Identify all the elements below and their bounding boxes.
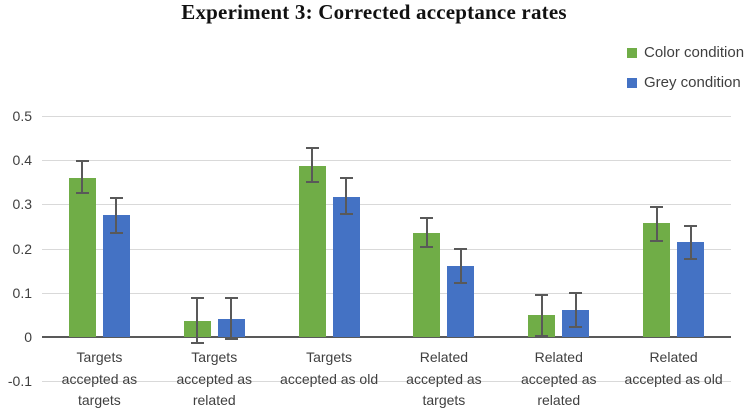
- x-category-label-line: accepted as: [406, 370, 482, 387]
- gridline: [42, 292, 731, 294]
- error-bar-top-cap: [224, 297, 238, 300]
- error-bar-line: [230, 298, 233, 339]
- y-tick-label: -0.1: [7, 373, 32, 389]
- chart-title: Experiment 3: Corrected acceptance rates: [181, 0, 567, 24]
- bar-color-condition: [298, 165, 326, 337]
- error-bar-line: [689, 225, 692, 260]
- error-bar-top-cap: [420, 217, 434, 220]
- error-bar-bottom-cap: [75, 192, 89, 195]
- x-category-label: Related accepted as old: [612, 347, 736, 390]
- error-bar-bottom-cap: [650, 239, 664, 242]
- x-category-label-line: accepted as: [521, 370, 597, 387]
- x-category-label-line: Targets: [191, 349, 238, 365]
- bar-color-condition: [643, 223, 671, 337]
- y-tick-label: 0: [24, 328, 32, 345]
- error-bar-top-cap: [109, 196, 123, 199]
- error-bar-bottom-cap: [420, 246, 434, 249]
- error-bar-bottom-cap: [305, 181, 319, 184]
- x-category-label-line: accepted as: [176, 370, 253, 387]
- x-category-label-line: Related: [419, 349, 469, 365]
- error-bar-line: [115, 197, 118, 234]
- y-tick-label: 0.5: [12, 108, 32, 124]
- gridline: [42, 204, 731, 206]
- x-category-label-line: Related: [649, 349, 698, 365]
- x-category-label: Targets accepted as targets: [37, 347, 161, 410]
- error-bar-top-cap: [190, 296, 204, 299]
- x-axis-line: [42, 335, 731, 338]
- error-bar-bottom-cap: [684, 258, 698, 261]
- bar-grey-condition: [332, 197, 360, 337]
- legend-item: Grey condition: [627, 74, 741, 91]
- error-bar-bottom-cap: [535, 334, 549, 337]
- error-bar-top-cap: [339, 177, 353, 180]
- gridline: [42, 160, 731, 162]
- x-category-label-line: Targets: [76, 349, 123, 365]
- green-square-swatch-icon: [627, 47, 637, 58]
- error-bar-top-cap: [569, 291, 583, 294]
- y-tick-label: 0.4: [12, 152, 32, 169]
- error-bar-bottom-cap: [224, 337, 238, 340]
- x-category-label-line: Targets: [306, 349, 353, 365]
- y-tick-label: 0.1: [12, 284, 32, 301]
- bar-color-condition: [68, 177, 96, 337]
- x-category-label-line: targets: [422, 392, 466, 408]
- error-bar-bottom-cap: [190, 341, 204, 344]
- x-category-label-line: Related: [534, 349, 583, 365]
- legend-label: Color condition: [644, 44, 745, 61]
- error-bar-bottom-cap: [454, 281, 468, 284]
- error-bar-bottom-cap: [339, 213, 353, 216]
- gridline: [42, 381, 731, 382]
- x-category-label: Targets accepted as old: [267, 347, 391, 390]
- gridline: [42, 116, 731, 117]
- blue-square-swatch-icon: [627, 77, 637, 88]
- error-bar-line: [81, 160, 84, 194]
- error-bar-line: [540, 294, 543, 336]
- y-tick-label: 0.3: [12, 196, 32, 213]
- error-bar-line: [574, 292, 577, 327]
- error-bar-top-cap: [650, 205, 664, 208]
- error-bar-line: [311, 147, 314, 183]
- gridline: [42, 248, 731, 250]
- x-category-label: Related accepted as related: [497, 347, 621, 410]
- error-bar-top-cap: [535, 293, 549, 296]
- bar-grey-condition: [102, 215, 130, 337]
- x-category-label-line: related: [537, 392, 581, 408]
- error-bar-line: [425, 218, 428, 248]
- error-bar-top-cap: [454, 247, 468, 250]
- error-bar-bottom-cap: [569, 325, 583, 328]
- x-category-label-line: accepted as old: [280, 370, 379, 387]
- error-bar-top-cap: [75, 159, 89, 162]
- error-bar-line: [655, 206, 658, 241]
- x-category-label: Targets accepted as related: [152, 347, 276, 410]
- x-category-label-line: targets: [78, 392, 121, 408]
- x-category-label-line: related: [192, 392, 236, 408]
- error-bar-line: [196, 297, 199, 343]
- x-category-label-line: accepted as: [61, 370, 138, 387]
- legend-item: Color condition: [627, 44, 744, 61]
- error-bar-line: [345, 178, 348, 215]
- error-bar-top-cap: [305, 146, 319, 149]
- error-bar-bottom-cap: [109, 232, 123, 235]
- error-bar-top-cap: [684, 224, 698, 227]
- x-category-label-line: accepted as old: [624, 370, 723, 387]
- legend-label: Grey condition: [644, 74, 741, 91]
- bar-color-condition: [413, 232, 441, 337]
- error-bar-line: [459, 248, 462, 283]
- x-category-label: Related accepted as targets: [382, 347, 506, 410]
- y-tick-label: 0.2: [12, 240, 32, 257]
